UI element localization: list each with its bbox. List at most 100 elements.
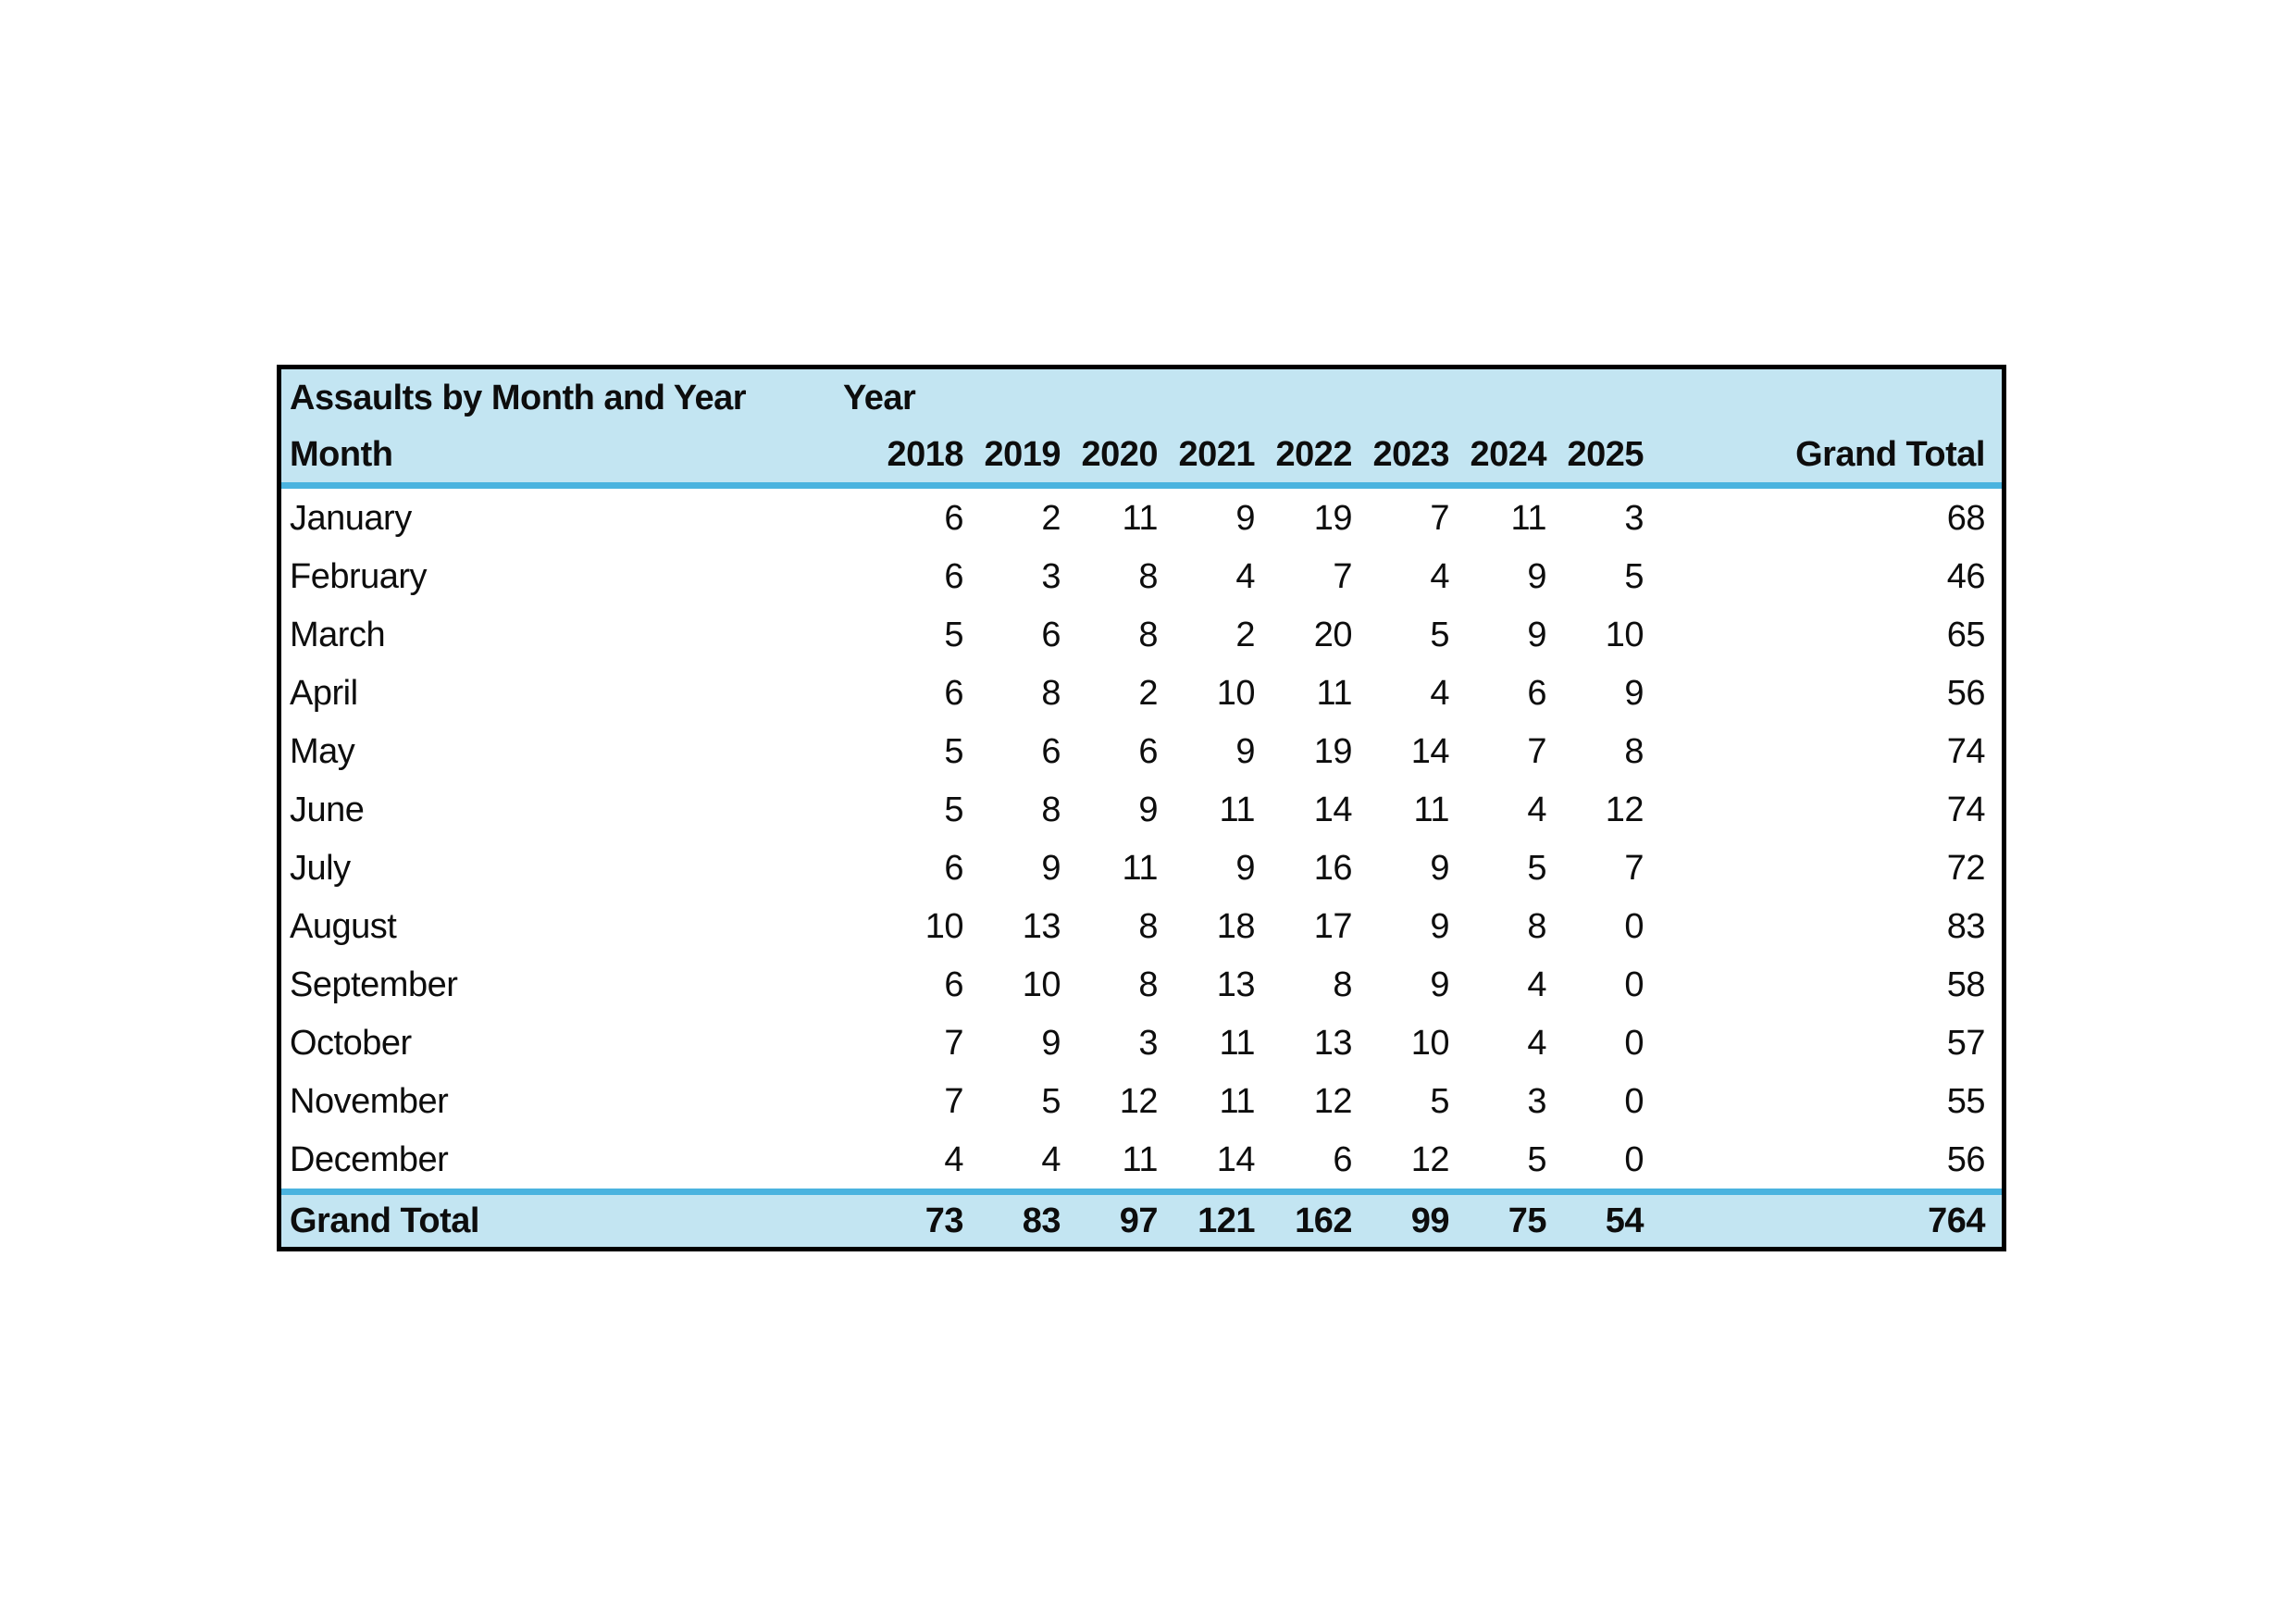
month-cell: March [290, 615, 386, 654]
value-cell: 13 [1216, 965, 1256, 1004]
month-cell: June [290, 790, 365, 829]
value-cell: 10 [1022, 965, 1061, 1004]
month-cell: July [290, 848, 351, 888]
column-total-cell: 121 [1198, 1201, 1255, 1240]
row-total-cell: 68 [1946, 498, 1986, 538]
column-total-cell: 97 [1119, 1201, 1159, 1240]
value-cell: 6 [1041, 615, 1061, 654]
row-total-cell: 56 [1946, 673, 1986, 713]
value-cell: 10 [925, 906, 964, 946]
value-cell: 20 [1313, 615, 1353, 654]
value-cell: 5 [944, 731, 963, 771]
month-column-header: Month [290, 435, 393, 474]
value-cell: 5 [1430, 615, 1449, 654]
value-cell: 8 [1041, 790, 1061, 829]
value-cell: 12 [1605, 790, 1644, 829]
value-cell: 4 [1527, 790, 1546, 829]
value-cell: 9 [1527, 615, 1546, 654]
value-cell: 8 [1527, 906, 1546, 946]
value-cell: 12 [1410, 1139, 1450, 1179]
table-row: January 6 2 11 9 19 7 11 3 68 [281, 489, 2002, 547]
value-cell: 11 [1219, 790, 1256, 829]
column-total-cell: 54 [1605, 1201, 1644, 1240]
value-cell: 7 [944, 1023, 963, 1063]
grand-total-column-header: Grand Total [1795, 435, 1985, 474]
row-total-cell: 74 [1946, 790, 1986, 829]
value-cell: 8 [1333, 965, 1352, 1004]
value-cell: 8 [1624, 731, 1644, 771]
value-cell: 11 [1219, 1081, 1256, 1121]
value-cell: 18 [1216, 906, 1256, 946]
value-cell: 9 [1430, 848, 1449, 888]
table-row: June 5 8 9 11 14 11 4 12 74 [281, 780, 2002, 839]
table-row: December 4 4 11 14 6 12 5 0 56 [281, 1130, 2002, 1189]
column-total-cell: 162 [1295, 1201, 1352, 1240]
value-cell: 7 [1430, 498, 1449, 538]
value-cell: 2 [1041, 498, 1061, 538]
month-cell: February [290, 556, 428, 596]
value-cell: 16 [1313, 848, 1353, 888]
year-column-header: 2023 [1372, 435, 1449, 474]
value-cell: 2 [1235, 615, 1255, 654]
value-cell: 13 [1022, 906, 1061, 946]
value-cell: 5 [1527, 848, 1546, 888]
value-cell: 9 [1235, 498, 1255, 538]
month-cell: December [290, 1139, 449, 1179]
column-total-cell: 99 [1410, 1201, 1450, 1240]
row-total-cell: 58 [1946, 965, 1986, 1004]
value-cell: 3 [1624, 498, 1644, 538]
year-column-header: 2025 [1567, 435, 1644, 474]
value-cell: 2 [1138, 673, 1158, 713]
value-cell: 11 [1219, 1023, 1256, 1063]
value-cell: 14 [1313, 790, 1353, 829]
value-cell: 9 [1041, 1023, 1061, 1063]
table-row: February 6 3 8 4 7 4 9 5 46 [281, 547, 2002, 605]
month-cell: April [290, 673, 358, 713]
value-cell: 4 [1527, 1023, 1546, 1063]
value-cell: 3 [1527, 1081, 1546, 1121]
value-cell: 5 [944, 790, 963, 829]
row-total-cell: 56 [1946, 1139, 1986, 1179]
value-cell: 8 [1041, 673, 1061, 713]
value-cell: 7 [1527, 731, 1546, 771]
value-cell: 0 [1624, 1139, 1644, 1179]
value-cell: 5 [1527, 1139, 1546, 1179]
year-column-header: 2020 [1081, 435, 1158, 474]
value-cell: 4 [1235, 556, 1255, 596]
value-cell: 0 [1624, 1081, 1644, 1121]
table-row: September 6 10 8 13 8 9 4 0 58 [281, 955, 2002, 1014]
value-cell: 14 [1216, 1139, 1256, 1179]
table-row: October 7 9 3 11 13 10 4 0 57 [281, 1014, 2002, 1072]
header-row: Month 2018 2019 2020 2021 2022 2023 2024 2025 Gr… [281, 427, 2002, 482]
year-column-header: 2022 [1275, 435, 1352, 474]
value-cell: 11 [1510, 498, 1547, 538]
value-cell: 8 [1138, 615, 1158, 654]
total-separator-line [281, 1189, 2002, 1195]
grand-total-row: Grand Total 73 83 97 121 162 99 75 54 764 [281, 1195, 2002, 1247]
table-row: April 6 8 2 10 11 4 6 9 56 [281, 664, 2002, 722]
value-cell: 12 [1313, 1081, 1353, 1121]
value-cell: 12 [1119, 1081, 1159, 1121]
year-column-header: 2024 [1470, 435, 1546, 474]
value-cell: 13 [1313, 1023, 1353, 1063]
table-row: March 5 6 8 2 20 5 9 10 65 [281, 605, 2002, 664]
value-cell: 19 [1313, 731, 1353, 771]
grand-total-row-label: Grand Total [290, 1201, 479, 1240]
row-total-cell: 57 [1946, 1023, 1986, 1063]
value-cell: 19 [1313, 498, 1353, 538]
column-total-cell: 75 [1508, 1201, 1547, 1240]
value-cell: 4 [1430, 673, 1449, 713]
month-cell: October [290, 1023, 412, 1063]
value-cell: 9 [1235, 848, 1255, 888]
value-cell: 0 [1624, 965, 1644, 1004]
year-column-header: 2021 [1178, 435, 1255, 474]
value-cell: 4 [944, 1139, 963, 1179]
column-total-cell: 73 [925, 1201, 964, 1240]
value-cell: 0 [1624, 906, 1644, 946]
value-cell: 6 [1041, 731, 1061, 771]
value-cell: 5 [1430, 1081, 1449, 1121]
value-cell: 6 [944, 673, 963, 713]
value-cell: 4 [1527, 965, 1546, 1004]
value-cell: 6 [944, 848, 963, 888]
value-cell: 8 [1138, 906, 1158, 946]
